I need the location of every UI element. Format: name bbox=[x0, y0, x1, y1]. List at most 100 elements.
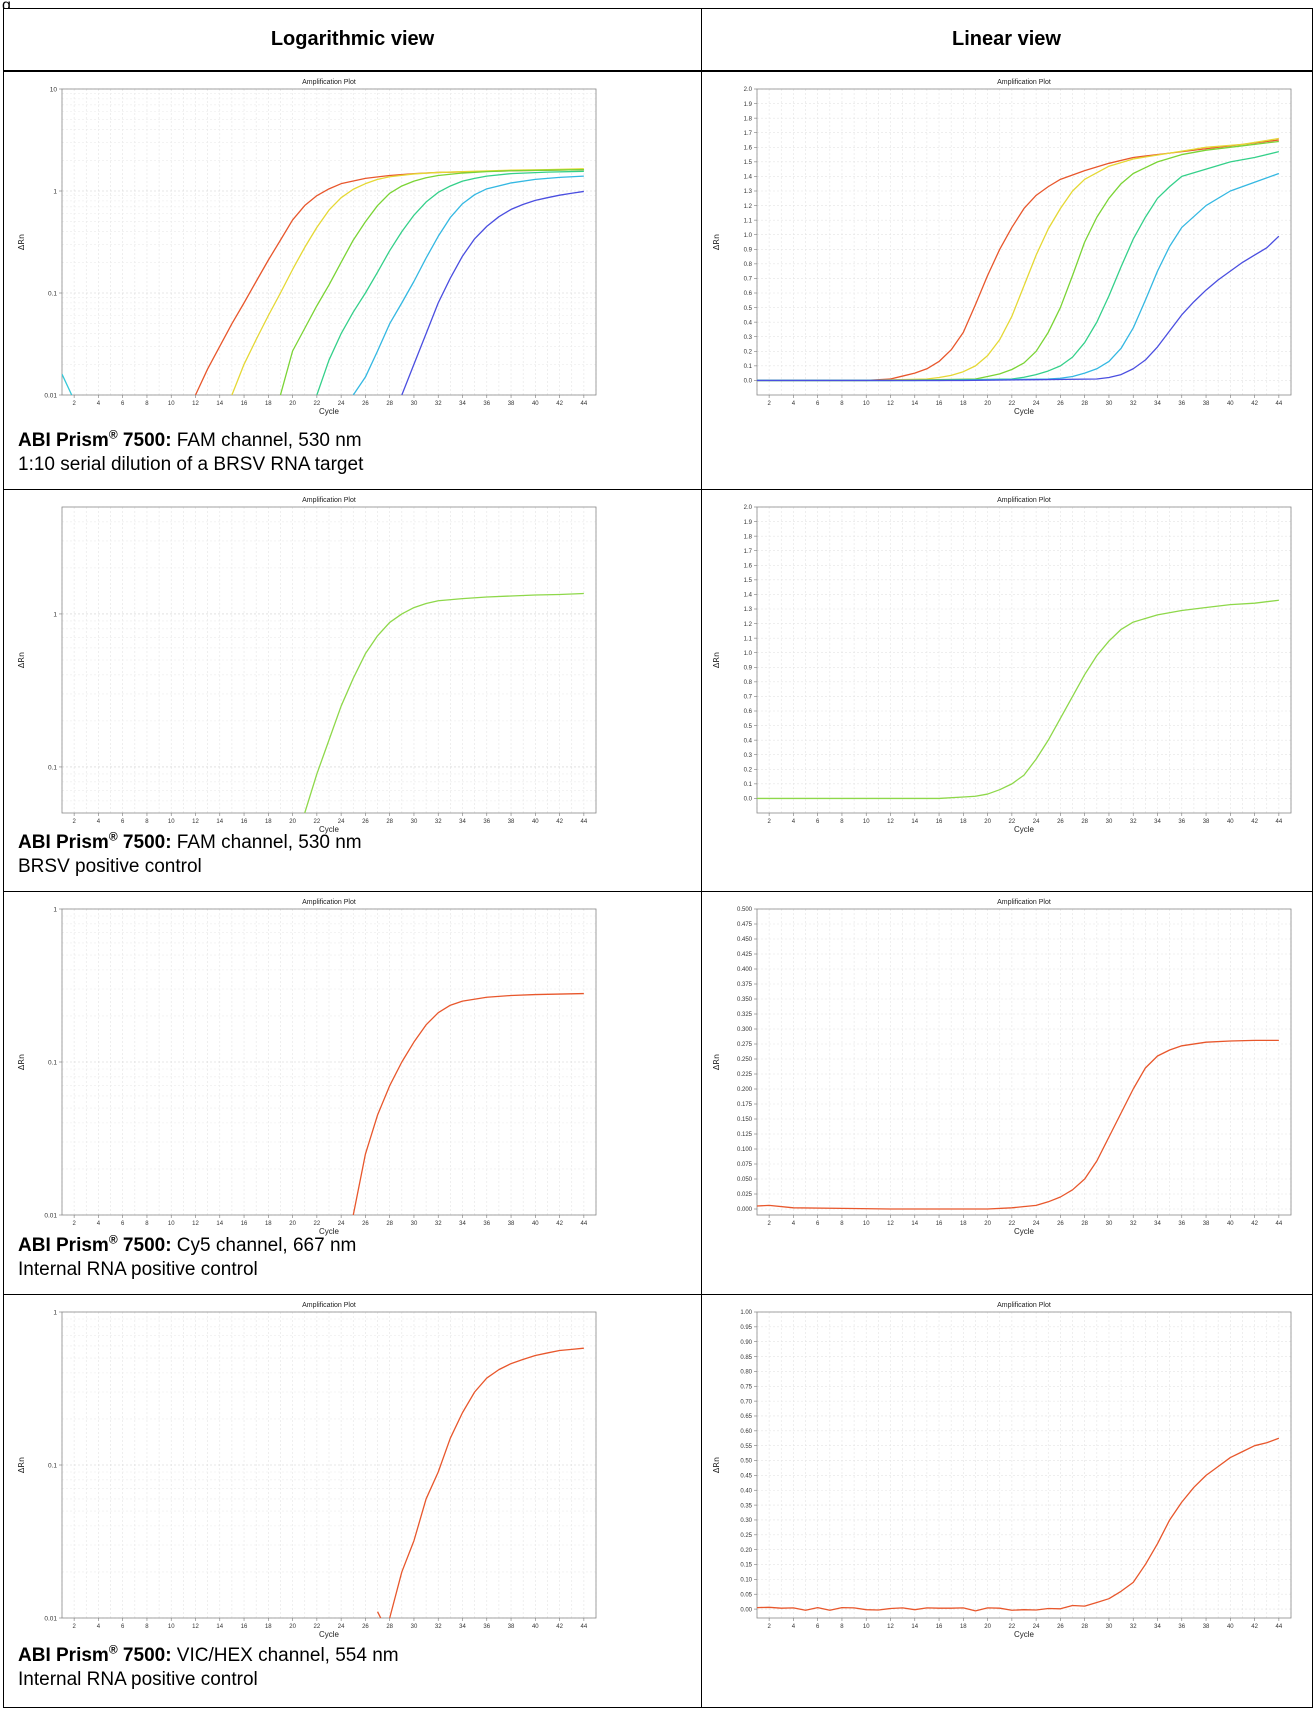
y-tick-label: 1.7 bbox=[744, 131, 753, 137]
x-tick-label: 4 bbox=[792, 401, 796, 407]
x-tick-label: 44 bbox=[1276, 1624, 1283, 1630]
x-tick-label: 2 bbox=[767, 819, 771, 825]
x-tick-label: 2 bbox=[767, 1624, 771, 1630]
x-axis-ticks: 2 4 6 8 10 12 14 16 18 20 22 24 26 28 30 32 34 36 38 40 42 44 bbox=[767, 1215, 1283, 1227]
x-tick-label: 34 bbox=[1154, 401, 1161, 407]
series-line bbox=[757, 235, 1280, 382]
y-tick-label: 10 bbox=[50, 87, 58, 94]
x-tick-label: 10 bbox=[168, 819, 175, 825]
x-tick-label: 8 bbox=[145, 819, 149, 825]
plot-frame bbox=[756, 1311, 1292, 1619]
x-tick-label: 22 bbox=[1009, 1624, 1016, 1630]
x-tick-label: 6 bbox=[121, 401, 125, 407]
x-axis-ticks: 2 4 6 8 10 12 14 16 18 20 22 24 26 28 30 32 34 36 38 40 42 44 bbox=[72, 1618, 588, 1630]
y-axis-ticks: 0.01 0.1 1 bbox=[44, 907, 62, 1220]
x-tick-label: 16 bbox=[241, 1221, 248, 1227]
x-tick-label: 6 bbox=[816, 819, 820, 825]
linear-amplification-plot-2: Amplification Plot 2 4 6 8 10 12 14 16 18 20 22 24 26… bbox=[707, 493, 1297, 843]
y-tick-label: 0.1 bbox=[744, 364, 753, 370]
plot-frame bbox=[756, 88, 1292, 396]
y-tick-label: 0.450 bbox=[737, 937, 753, 943]
grid-lines bbox=[756, 506, 1292, 813]
caption-description: 1:10 serial dilution of a BRSV RNA targe… bbox=[18, 454, 364, 475]
y-tick-label: 2.0 bbox=[744, 505, 753, 511]
y-tick-label: 0.85 bbox=[740, 1355, 752, 1361]
log-amplification-plot-1: Amplification Plot 2 4 6 8 10 12 14 16 18 20 22 24 26… bbox=[12, 75, 602, 425]
linear-amplification-plot-3: Amplification Plot 2 4 6 8 10 12 14 16 18 20 22 24 26… bbox=[707, 895, 1297, 1245]
y-tick-label: 0.10 bbox=[740, 1578, 752, 1584]
x-tick-label: 6 bbox=[816, 401, 820, 407]
x-tick-label: 20 bbox=[289, 1624, 296, 1630]
x-tick-label: 26 bbox=[1057, 1624, 1064, 1630]
x-tick-label: 42 bbox=[556, 401, 563, 407]
series-line bbox=[757, 139, 1279, 382]
series-line bbox=[231, 168, 584, 395]
x-tick-label: 4 bbox=[792, 819, 796, 825]
x-tick-label: 44 bbox=[1276, 401, 1283, 407]
grid-lines bbox=[756, 1311, 1292, 1618]
chart-title: Amplification Plot bbox=[302, 79, 356, 86]
x-axis-ticks: 2 4 6 8 10 12 14 16 18 20 22 24 26 28 30 32 34 36 38 40 42 44 bbox=[767, 1618, 1283, 1630]
x-tick-label: 12 bbox=[192, 819, 199, 825]
caption-row-3: ABI Prism® 7500: Cy5 channel, 667 nm Int… bbox=[18, 1234, 356, 1282]
x-tick-label: 20 bbox=[984, 819, 991, 825]
x-tick-label: 38 bbox=[1203, 1624, 1210, 1630]
y-tick-label: 0.1 bbox=[48, 764, 57, 771]
y-tick-label: 1.1 bbox=[744, 636, 753, 642]
y-tick-label: 0.40 bbox=[740, 1488, 752, 1494]
x-tick-label: 12 bbox=[887, 819, 894, 825]
grid-lines bbox=[61, 1311, 597, 1619]
y-tick-label: 1.1 bbox=[744, 218, 753, 224]
x-tick-label: 22 bbox=[314, 1221, 321, 1227]
x-tick-label: 20 bbox=[984, 401, 991, 407]
series-line bbox=[389, 1347, 584, 1618]
row-divider bbox=[4, 489, 1312, 490]
data-series-group bbox=[376, 1347, 584, 1618]
figure-table: Logarithmic view Linear view Amplificati… bbox=[3, 8, 1313, 1708]
x-tick-label: 14 bbox=[216, 819, 223, 825]
x-tick-label: 44 bbox=[581, 401, 588, 407]
x-tick-label: 28 bbox=[1081, 401, 1088, 407]
caption-channel: FAM channel, 530 nm bbox=[171, 832, 362, 853]
row-divider bbox=[4, 71, 1312, 72]
x-tick-label: 12 bbox=[887, 1221, 894, 1227]
y-tick-label: 0.8 bbox=[744, 262, 753, 268]
x-tick-label: 40 bbox=[1227, 819, 1234, 825]
log-amplification-plot-4: Amplification Plot 2 4 6 8 10 12 14 16 18 20 22 24 26… bbox=[12, 1298, 602, 1648]
series-line bbox=[757, 1437, 1280, 1612]
x-tick-label: 8 bbox=[145, 401, 149, 407]
x-tick-label: 20 bbox=[289, 1221, 296, 1227]
y-tick-label: 0.01 bbox=[44, 393, 57, 400]
x-tick-label: 14 bbox=[911, 1221, 918, 1227]
x-axis-ticks: 2 4 6 8 10 12 14 16 18 20 22 24 26 28 30 32 34 36 38 40 42 44 bbox=[72, 1215, 588, 1227]
x-tick-label: 40 bbox=[532, 1624, 539, 1630]
x-tick-label: 42 bbox=[556, 1624, 563, 1630]
y-tick-label: 0.4 bbox=[744, 738, 753, 744]
chart-title: Amplification Plot bbox=[997, 1302, 1051, 1309]
y-tick-label: 0.75 bbox=[740, 1384, 752, 1390]
x-tick-label: 42 bbox=[1251, 401, 1258, 407]
y-tick-label: 1.0 bbox=[744, 233, 753, 239]
x-tick-label: 12 bbox=[192, 401, 199, 407]
figure-panel-label: g bbox=[2, 0, 11, 8]
x-tick-label: 28 bbox=[1081, 819, 1088, 825]
y-tick-label: 0.0 bbox=[744, 797, 753, 803]
y-axis-label: ΔRn bbox=[712, 234, 721, 250]
grid-lines bbox=[61, 908, 597, 1216]
x-tick-label: 34 bbox=[459, 819, 466, 825]
x-tick-label: 18 bbox=[960, 1624, 967, 1630]
x-tick-label: 38 bbox=[1203, 401, 1210, 407]
y-tick-label: 0.375 bbox=[737, 982, 753, 988]
plot-frame bbox=[756, 506, 1292, 814]
series-line bbox=[352, 992, 584, 1215]
y-tick-label: 1.9 bbox=[744, 520, 753, 526]
y-tick-label: 0.70 bbox=[740, 1399, 752, 1405]
x-tick-label: 8 bbox=[145, 1221, 149, 1227]
chart-title: Amplification Plot bbox=[302, 899, 356, 906]
x-tick-label: 20 bbox=[289, 401, 296, 407]
x-tick-label: 42 bbox=[1251, 1624, 1258, 1630]
series-line bbox=[352, 175, 584, 395]
y-tick-label: 0.15 bbox=[740, 1563, 752, 1569]
x-tick-label: 28 bbox=[1081, 1221, 1088, 1227]
y-axis-label: ΔRn bbox=[17, 234, 26, 250]
